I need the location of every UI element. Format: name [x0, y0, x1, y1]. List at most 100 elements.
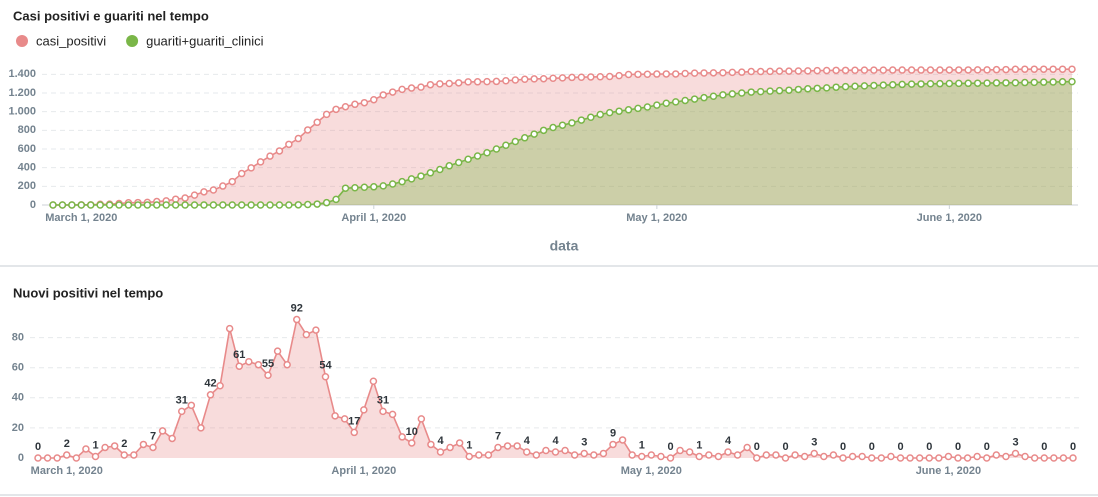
point — [915, 454, 924, 462]
data-label: 92 — [291, 302, 303, 314]
point — [464, 78, 472, 86]
point — [756, 67, 765, 76]
point — [521, 75, 529, 84]
point — [247, 201, 255, 209]
point — [351, 100, 359, 109]
chart-title: Casi positivi e guariti nel tempo — [13, 8, 209, 23]
point — [728, 90, 737, 98]
point — [753, 454, 761, 462]
y-tick-label: 40 — [12, 392, 24, 404]
point — [1011, 78, 1020, 87]
point — [839, 454, 847, 462]
point — [791, 451, 799, 459]
point — [436, 448, 445, 456]
point — [628, 451, 636, 459]
point — [209, 201, 218, 209]
point — [775, 67, 784, 75]
point — [1049, 78, 1057, 86]
point — [86, 201, 95, 209]
point — [794, 67, 803, 75]
point — [245, 357, 253, 366]
point — [870, 81, 878, 90]
point — [483, 148, 491, 157]
point — [841, 66, 850, 75]
point — [225, 324, 234, 333]
point — [134, 201, 142, 209]
point — [1030, 454, 1039, 462]
point — [321, 372, 330, 381]
point — [926, 66, 935, 74]
point — [634, 104, 642, 113]
point — [992, 451, 1001, 459]
point — [72, 454, 81, 462]
point — [1030, 78, 1039, 87]
point — [662, 70, 671, 78]
point — [738, 89, 746, 97]
point — [436, 80, 444, 88]
point — [681, 96, 689, 105]
point — [216, 382, 224, 390]
point — [657, 452, 665, 461]
point — [370, 183, 378, 191]
point — [494, 443, 502, 452]
point — [1059, 454, 1068, 462]
point — [101, 443, 109, 452]
chart-title: Nuovi positivi nel tempo — [13, 285, 163, 300]
data-label: 1 — [696, 439, 702, 451]
point — [728, 68, 737, 77]
point — [653, 101, 661, 109]
point — [34, 454, 42, 462]
point — [91, 452, 100, 461]
point — [887, 452, 895, 461]
point — [709, 69, 718, 77]
x-axis-title: data — [550, 238, 579, 254]
point — [671, 98, 680, 106]
point — [149, 443, 157, 452]
legend-swatch — [16, 35, 28, 47]
point — [624, 106, 633, 114]
point — [587, 113, 595, 122]
point — [945, 66, 954, 74]
point — [187, 401, 196, 410]
point — [719, 91, 727, 99]
point — [379, 407, 387, 416]
point — [549, 74, 557, 83]
point — [955, 66, 963, 74]
point — [388, 180, 397, 188]
point — [724, 448, 732, 456]
y-tick-label: 80 — [12, 332, 24, 344]
point — [671, 70, 680, 78]
point — [417, 172, 425, 180]
point — [388, 88, 397, 96]
point — [63, 451, 71, 459]
point — [285, 140, 293, 149]
data-label: 0 — [840, 441, 846, 453]
data-label: 9 — [610, 427, 616, 439]
point — [542, 446, 550, 455]
data-label: 31 — [377, 394, 389, 406]
point — [445, 79, 454, 88]
point — [992, 65, 1001, 74]
point — [369, 377, 378, 386]
point — [266, 201, 274, 209]
point — [256, 201, 265, 209]
point — [888, 66, 897, 74]
point — [445, 162, 454, 170]
point — [785, 86, 793, 94]
x-tick-label: May 1, 2020 — [626, 212, 687, 224]
point — [1002, 79, 1010, 87]
point — [832, 66, 840, 75]
point — [785, 67, 793, 75]
point — [643, 103, 652, 111]
data-label: 4 — [552, 435, 559, 447]
point — [49, 201, 57, 209]
point — [973, 79, 982, 87]
point — [235, 362, 243, 370]
point — [700, 93, 708, 102]
point — [700, 69, 708, 77]
point — [618, 436, 627, 444]
point — [124, 201, 133, 209]
point — [475, 451, 483, 459]
point — [341, 102, 350, 111]
x-tick-label: June 1, 2020 — [917, 212, 982, 224]
